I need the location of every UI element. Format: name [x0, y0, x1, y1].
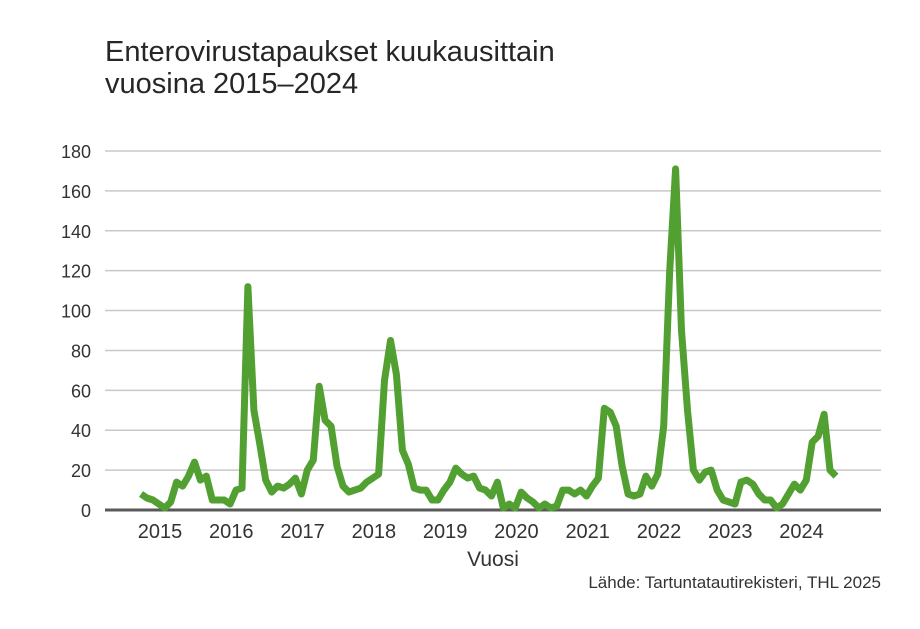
- x-tick-label: 2018: [352, 521, 397, 543]
- x-tick-label: 2017: [280, 521, 325, 543]
- x-tick-label: 2019: [423, 521, 468, 543]
- y-tick-label: 20: [71, 461, 91, 481]
- y-tick-label: 140: [61, 222, 91, 242]
- x-tick-label: 2021: [565, 521, 610, 543]
- source-note: Lähde: Tartuntatautirekisteri, THL 2025: [588, 573, 881, 592]
- x-axis-ticks: 2015 2016 2017 2018 2019 2020 2021 2022 2023 2024: [138, 521, 824, 543]
- chart-title-line1: Enterovirustapaukset kuukausittain: [105, 36, 555, 68]
- x-tick-label: 2020: [494, 521, 539, 543]
- y-tick-label: 0: [81, 501, 91, 521]
- x-tick-label: 2015: [138, 521, 183, 543]
- y-tick-label: 180: [61, 142, 91, 162]
- y-tick-label: 60: [71, 381, 91, 401]
- y-axis-ticks: 0 20 40 60 80 100 120 140 160 180: [61, 142, 91, 521]
- y-tick-label: 160: [61, 182, 91, 202]
- y-tick-label: 120: [61, 262, 91, 282]
- y-tick-label: 40: [71, 421, 91, 441]
- chart-title: Enterovirustapaukset kuukausittain vuosi…: [105, 36, 555, 100]
- x-tick-label: 2022: [637, 521, 682, 543]
- y-tick-label: 100: [61, 302, 91, 322]
- x-tick-label: 2016: [209, 521, 254, 543]
- y-tick-label: 80: [71, 341, 91, 361]
- gridlines: [105, 150, 881, 471]
- x-tick-label: 2023: [708, 521, 753, 543]
- x-tick-label: 2024: [779, 521, 824, 543]
- series-line: [139, 165, 839, 512]
- x-axis-label: Vuosi: [467, 548, 519, 571]
- chart-title-line2: vuosina 2015–2024: [105, 68, 359, 100]
